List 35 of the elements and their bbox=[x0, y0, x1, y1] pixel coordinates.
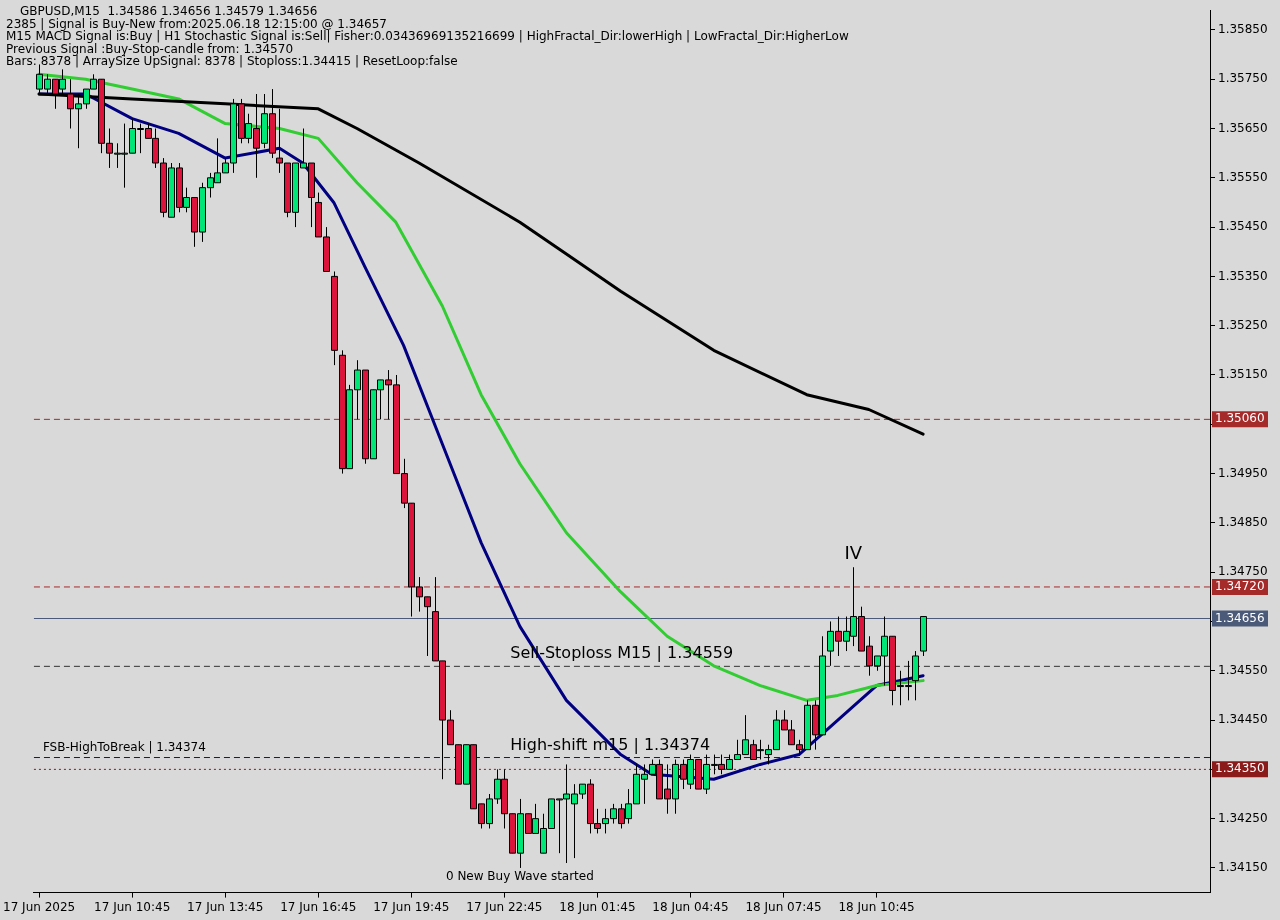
ref-line-label: 1.35060 bbox=[1215, 411, 1265, 426]
x-tick-label: 17 Jun 19:45 bbox=[373, 899, 450, 914]
x-tick-label: 18 Jun 04:45 bbox=[652, 899, 729, 914]
y-tick-label: 1.35750 bbox=[1218, 71, 1268, 86]
annotation: FSB-HighToBreak | 1.34374 bbox=[42, 739, 206, 754]
y-tick-label: 1.35250 bbox=[1218, 317, 1268, 332]
annotation: M15 MACD Signal is:Buy | H1 Stochastic Signal is:Sell| Fisher:0.03436969135216699 | HighFractal_Dir:lowerHigh | LowFractal_Dir:HigherLow bbox=[6, 29, 849, 44]
x-tick-label: 18 Jun 07:45 bbox=[745, 899, 822, 914]
ref-line-label: 1.34350 bbox=[1215, 761, 1265, 776]
y-tick-label: 1.34950 bbox=[1218, 465, 1268, 480]
x-tick-label: 17 Jun 22:45 bbox=[466, 899, 543, 914]
y-tick-label: 1.34750 bbox=[1218, 564, 1268, 579]
y-tick-label: 1.35350 bbox=[1218, 268, 1268, 283]
annotation: IV bbox=[844, 541, 863, 563]
y-tick-label: 1.34550 bbox=[1218, 662, 1268, 677]
x-tick-label: 17 Jun 10:45 bbox=[94, 899, 171, 914]
y-tick-label: 1.35450 bbox=[1218, 219, 1268, 234]
y-tick-label: 1.34850 bbox=[1218, 515, 1268, 529]
y-tick-label: 1.35550 bbox=[1218, 169, 1268, 184]
x-tick-label: 17 Jun 13:45 bbox=[187, 899, 264, 914]
x-tick-label: 18 Jun 01:45 bbox=[559, 899, 636, 914]
x-tick-label: 17 Jun 16:45 bbox=[280, 899, 357, 914]
y-tick-label: 1.34150 bbox=[1218, 860, 1268, 875]
y-tick-label: 1.35850 bbox=[1218, 22, 1268, 37]
y-tick-label: 1.35150 bbox=[1218, 367, 1268, 382]
x-tick-label: 17 Jun 2025 bbox=[3, 899, 76, 914]
y-tick-label: 1.35650 bbox=[1218, 120, 1268, 135]
y-tick-label: 1.34250 bbox=[1218, 810, 1268, 825]
x-tick-label: 18 Jun 10:45 bbox=[838, 899, 915, 914]
ref-line-label: 1.34656 bbox=[1215, 610, 1265, 625]
annotation: GBPUSD,M15 1.34586 1.34656 1.34579 1.34656 bbox=[20, 4, 318, 19]
ref-line-label: 1.34720 bbox=[1215, 579, 1265, 594]
annotation: 2385 | Signal is Buy-New from:2025.06.18 12:15:00 @ 1.34657 bbox=[6, 16, 387, 31]
annotation: 0 New Buy Wave started bbox=[445, 869, 594, 884]
y-tick-label: 1.34450 bbox=[1218, 712, 1268, 727]
